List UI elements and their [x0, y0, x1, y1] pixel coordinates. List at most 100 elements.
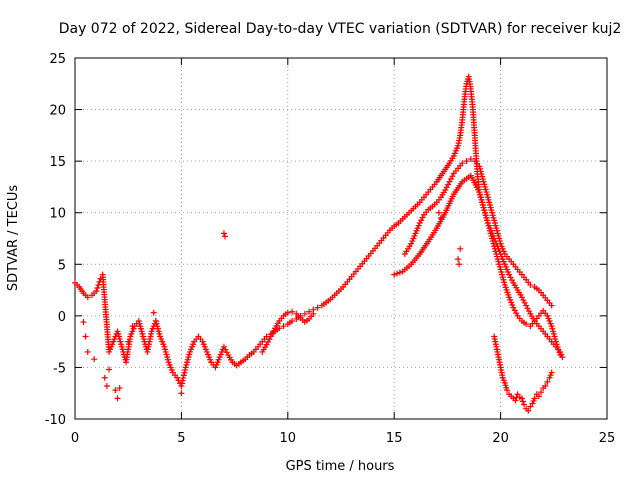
data-point-late-dip: [538, 389, 545, 396]
data-point-isolated-points: [457, 245, 464, 252]
y-tick-label: 25: [49, 52, 66, 67]
data-point-isolated-points: [438, 214, 445, 221]
data-point-main-track: [301, 310, 308, 317]
data-point-upper-branch: [467, 156, 474, 163]
data-point-lower-branch: [523, 321, 530, 328]
data-point-upper-branch: [527, 281, 534, 288]
data-point-main-track: [93, 288, 100, 295]
data-point-main-track: [289, 318, 296, 325]
data-point-main-track: [223, 349, 230, 356]
data-point-isolated-points: [116, 385, 123, 392]
x-tick-label: 5: [177, 431, 185, 446]
y-axis-label: SDTVAR / TECUs: [6, 185, 21, 292]
data-point-upper-branch: [459, 160, 466, 167]
data-point-main-track: [520, 297, 527, 304]
data-point-evening-loop: [266, 336, 273, 343]
y-tick-labels: -10 -5 0 5 10 15 20 25: [45, 52, 66, 428]
data-point-late-dip: [544, 378, 551, 385]
data-point-late-dip: [503, 387, 510, 394]
y-tick-label: -10: [45, 413, 66, 428]
data-point-lower-branch: [513, 310, 520, 317]
data-point-upper-branch: [463, 158, 470, 165]
x-tick-labels: 0 5 10 15 20 25: [71, 431, 615, 446]
data-point-isolated-points: [456, 261, 463, 268]
data-point-lower-branch: [557, 352, 564, 359]
y-tick-label: 0: [58, 310, 66, 325]
data-point-main-track: [508, 277, 515, 284]
x-tick-label: 20: [492, 431, 509, 446]
x-tick-label: 0: [71, 431, 79, 446]
data-point-main-track: [180, 372, 187, 379]
data-point-late-dip: [525, 407, 532, 414]
data-point-evening-loop: [264, 338, 271, 345]
data-point-upper-branch: [445, 181, 452, 188]
data-point-isolated-points: [150, 309, 157, 316]
chart-title: Day 072 of 2022, Sidereal Day-to-day VTE…: [59, 21, 622, 37]
data-point-main-track: [524, 305, 531, 312]
data-point-main-track: [180, 375, 187, 382]
data-point-isolated-points: [125, 338, 132, 345]
data-point-isolated-points: [220, 230, 227, 237]
data-point-main-track: [84, 294, 91, 301]
data-point-main-track: [94, 285, 101, 292]
data-point-late-dip: [512, 397, 519, 404]
data-point-isolated-points: [101, 374, 108, 381]
data-point-main-track: [523, 302, 530, 309]
data-point-isolated-points: [91, 356, 98, 363]
data-point-main-track: [507, 274, 514, 281]
data-point-lower-branch: [396, 269, 403, 276]
data-point-isolated-points: [112, 387, 119, 394]
data-point-lower-branch: [552, 338, 559, 345]
data-point-main-track: [280, 323, 287, 330]
data-point-late-dip: [542, 382, 549, 389]
y-tick-label: 10: [49, 207, 66, 222]
data-point-main-track: [525, 308, 532, 315]
data-point-upper-branch: [447, 176, 454, 183]
data-point-main-track: [95, 281, 102, 288]
data-point-main-track: [181, 369, 188, 376]
data-point-late-dip: [519, 398, 526, 405]
data-point-lower-branch: [555, 346, 562, 353]
y-tick-label: 20: [49, 104, 66, 119]
data-point-isolated-points: [82, 333, 89, 340]
data-point-upper-branch: [446, 178, 453, 185]
data-points: [72, 73, 566, 414]
data-point-isolated-points: [129, 323, 136, 330]
data-point-late-dip: [514, 391, 521, 398]
y-tick-label: -5: [53, 361, 66, 376]
x-tick-label: 25: [599, 431, 616, 446]
data-point-isolated-points: [103, 382, 110, 389]
data-point-lower-branch: [553, 341, 560, 348]
data-point-main-track: [314, 304, 321, 311]
data-point-evening-loop: [284, 309, 291, 316]
data-point-isolated-points: [84, 348, 91, 355]
y-tick-label: 15: [49, 155, 66, 170]
data-point-main-track: [521, 299, 528, 306]
data-point-lower-branch: [511, 307, 518, 314]
y-tick-label: 5: [58, 258, 66, 273]
data-point-main-track: [179, 377, 186, 384]
data-point-isolated-points: [435, 209, 442, 216]
data-point-lower-branch: [554, 344, 561, 351]
x-axis-label: GPS time / hours: [286, 459, 395, 474]
data-point-late-dip: [531, 395, 538, 402]
data-point-isolated-points: [106, 366, 113, 373]
data-point-late-dip: [518, 395, 525, 402]
data-point-isolated-points: [455, 256, 462, 263]
gridlines: [75, 58, 607, 419]
data-point-isolated-points: [178, 390, 185, 397]
data-point-main-track: [182, 367, 189, 374]
axis-ticks: [74, 57, 608, 420]
data-point-upper-branch: [419, 214, 426, 221]
x-tick-label: 15: [386, 431, 403, 446]
data-point-lower-branch: [556, 349, 563, 356]
data-point-upper-branch: [443, 184, 450, 191]
data-point-lower-branch: [391, 271, 398, 278]
data-point-late-dip: [521, 401, 528, 408]
data-point-late-dip: [535, 393, 542, 400]
data-point-main-track: [179, 380, 186, 387]
data-point-upper-branch: [548, 302, 555, 309]
data-point-isolated-points: [222, 233, 229, 240]
data-point-isolated-points: [152, 318, 159, 325]
